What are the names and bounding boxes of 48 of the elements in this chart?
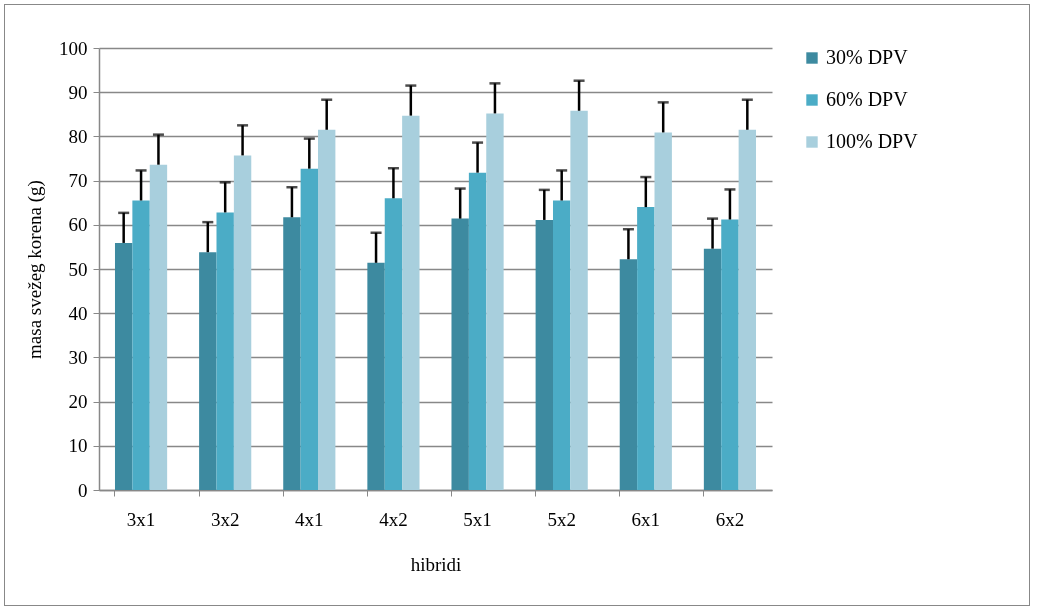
- bar: [468, 172, 487, 490]
- y-tick-label: 10: [68, 435, 88, 457]
- y-tick-label: 30: [68, 346, 88, 368]
- bar: [654, 132, 672, 490]
- x-tick-label: 5x2: [547, 508, 576, 530]
- y-tick-label: 40: [68, 302, 88, 324]
- y-tick-label: 100: [59, 37, 88, 59]
- y-tick-label: 50: [68, 258, 88, 280]
- bar: [637, 207, 655, 490]
- bar: [535, 219, 553, 490]
- bar: [233, 155, 252, 490]
- y-tick-label: 60: [68, 214, 88, 236]
- bar: [199, 252, 217, 490]
- x-tick-label: 6x1: [631, 508, 661, 530]
- x-tick-label: 6x2: [715, 508, 745, 530]
- x-tick-label: 4x1: [295, 508, 324, 530]
- bar: [552, 200, 571, 490]
- y-tick-label: 90: [68, 81, 88, 103]
- bar: [451, 218, 469, 490]
- y-tick-label: 80: [68, 125, 88, 147]
- legend-label: 100% DPV: [826, 130, 919, 152]
- y-tick-label: 0: [78, 479, 88, 501]
- bar: [703, 248, 722, 490]
- x-tick-label: 5x1: [463, 508, 492, 530]
- bar: [300, 168, 319, 490]
- legend-label: 60% DPV: [826, 88, 909, 110]
- legend-label: 30% DPV: [826, 46, 909, 68]
- x-tick-label: 4x2: [379, 508, 408, 530]
- bar: [132, 200, 150, 490]
- bar: [384, 198, 403, 490]
- bar: [486, 113, 504, 490]
- x-tick-label: 3x1: [126, 508, 156, 530]
- bar: [402, 115, 420, 490]
- bar: [149, 164, 168, 490]
- bar: [283, 217, 301, 490]
- x-tick-label: 3x2: [210, 508, 240, 530]
- bar: [216, 212, 234, 490]
- x-axis-title: hibridi: [410, 553, 462, 575]
- bar: [570, 110, 588, 490]
- y-axis-title: masa svežeg korena (g): [24, 180, 46, 359]
- bar: [619, 259, 638, 490]
- bar: [318, 129, 336, 490]
- bar: [367, 262, 385, 490]
- bar: [738, 129, 757, 490]
- y-tick-label: 70: [68, 170, 88, 192]
- bar: [114, 242, 133, 490]
- y-tick-label: 20: [68, 391, 88, 413]
- bar: [721, 219, 739, 490]
